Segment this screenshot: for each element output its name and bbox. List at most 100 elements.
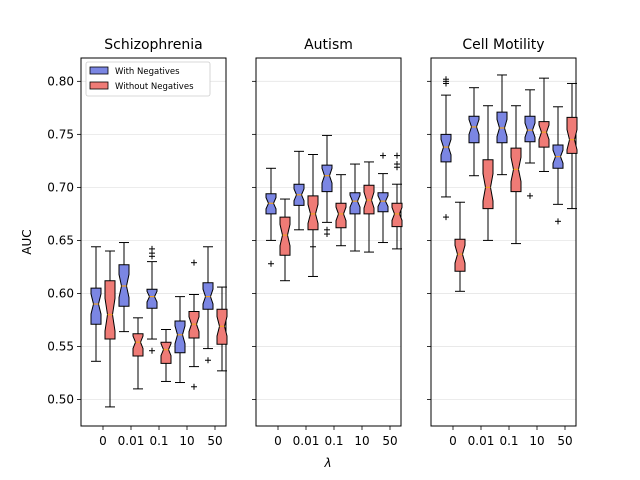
- outlier-marker: [191, 259, 197, 266]
- box-with-negatives: [440, 76, 452, 221]
- panel-title: Cell Motility: [462, 37, 544, 53]
- box-body: [174, 320, 186, 354]
- panel-title: Autism: [304, 37, 353, 53]
- box-with-negatives: [174, 296, 186, 384]
- x-tick-label: 10: [354, 434, 369, 448]
- panel-autism: Autism 0 0.01 0.1 10 50: [252, 37, 403, 448]
- outlier-marker: [205, 357, 211, 364]
- box-without-negatives: [132, 317, 144, 390]
- x-tick-label: 50: [382, 434, 397, 448]
- x-tick-label: 0.1: [149, 434, 168, 448]
- box-with-negatives: [321, 134, 333, 238]
- y-tick-label: 0.55: [47, 339, 74, 353]
- box-body: [160, 341, 172, 364]
- box-with-negatives: [90, 246, 102, 362]
- box-without-negatives: [454, 201, 466, 292]
- legend-swatch-without-negatives: [89, 81, 109, 90]
- box-without-negatives: [363, 161, 375, 253]
- box-with-negatives: [202, 246, 214, 364]
- outlier-marker: [380, 152, 386, 159]
- panels-layer: Schizophrenia 0.50 0.55 0.60 0.65 0.70 0.75 0.8…: [47, 37, 578, 448]
- outlier-marker: [443, 214, 449, 221]
- box-body: [104, 280, 116, 340]
- x-tick-label: 0: [449, 434, 457, 448]
- y-tick-label: 0.65: [47, 233, 74, 247]
- legend: With Negatives Without Negatives: [85, 61, 211, 97]
- x-tick-label: 50: [207, 434, 222, 448]
- y-tick-label: 0.60: [47, 286, 74, 300]
- box-body: [321, 164, 333, 193]
- box-without-negatives: [391, 152, 403, 250]
- y-tick-label: 0.75: [47, 127, 74, 141]
- box-with-negatives: [524, 89, 536, 199]
- box-body: [349, 192, 361, 215]
- box-body: [538, 121, 550, 148]
- box-body: [566, 116, 578, 154]
- box-with-negatives: [496, 74, 508, 176]
- outlier-marker: [310, 243, 316, 250]
- x-axis-label: λ: [323, 456, 331, 470]
- outlier-marker: [149, 347, 155, 354]
- box-without-negatives: [538, 77, 550, 172]
- box-with-negatives: [293, 150, 305, 231]
- y-tick-label: 0.80: [47, 74, 74, 88]
- box-without-negatives: [482, 105, 494, 241]
- box-without-negatives: [307, 154, 319, 277]
- box-body: [335, 202, 347, 229]
- box-body: [391, 202, 403, 228]
- box-with-negatives: [118, 242, 130, 333]
- legend-swatch-with-negatives: [89, 66, 109, 75]
- box-without-negatives: [104, 250, 116, 408]
- box-body: [377, 192, 389, 213]
- y-tick-label: 0.50: [47, 392, 74, 406]
- box-with-negatives: [377, 152, 389, 244]
- box-with-negatives: [265, 167, 277, 267]
- legend-frame: [85, 61, 211, 97]
- y-tick-label: 0.70: [47, 180, 74, 194]
- outlier-marker: [527, 192, 533, 199]
- box-without-negatives: [566, 82, 578, 210]
- legend-label-with-negatives: With Negatives: [115, 67, 180, 77]
- box-without-negatives: [160, 328, 172, 382]
- box-body: [146, 288, 158, 309]
- x-tick-label: 0.1: [499, 434, 518, 448]
- box-body: [440, 133, 452, 163]
- outlier-marker: [149, 245, 155, 252]
- box-body: [524, 115, 536, 143]
- panel-schizophrenia: Schizophrenia 0.50 0.55 0.60 0.65 0.70 0.75 0.8…: [47, 37, 228, 448]
- box-with-negatives: [349, 163, 361, 252]
- x-tick-label: 0.01: [468, 434, 495, 448]
- box-body: [482, 159, 494, 210]
- outlier-marker: [394, 152, 400, 159]
- box-with-negatives: [146, 245, 158, 354]
- box-body: [132, 333, 144, 357]
- panel-frame: [430, 57, 577, 427]
- panel-cell-motility: Cell Motility 0 0.01 0.1 10 50: [427, 37, 578, 448]
- box-body: [279, 216, 291, 256]
- outlier-marker: [191, 383, 197, 390]
- x-tick-label: 50: [557, 434, 572, 448]
- outlier-marker: [394, 161, 400, 168]
- outlier-marker: [443, 76, 449, 83]
- box-with-negatives: [468, 87, 480, 177]
- x-tick-label: 10: [179, 434, 194, 448]
- x-tick-label: 10: [529, 434, 544, 448]
- panel-frame: [80, 57, 227, 427]
- box-without-negatives: [188, 259, 200, 390]
- box-body: [454, 238, 466, 272]
- legend-label-without-negatives: Without Negatives: [115, 82, 194, 92]
- box-without-negatives: [216, 286, 228, 372]
- x-tick-label: 0.01: [118, 434, 145, 448]
- y-axis-label: AUC: [20, 229, 34, 254]
- box-without-negatives: [279, 198, 291, 282]
- outlier-marker: [324, 226, 330, 233]
- x-tick-label: 0: [99, 434, 107, 448]
- x-tick-label: 0: [274, 434, 282, 448]
- box-body: [90, 287, 102, 325]
- box-body: [468, 115, 480, 144]
- x-tick-label: 0.01: [293, 434, 320, 448]
- panel-frame: [255, 57, 402, 427]
- outlier-marker: [555, 218, 561, 225]
- box-without-negatives: [510, 105, 522, 245]
